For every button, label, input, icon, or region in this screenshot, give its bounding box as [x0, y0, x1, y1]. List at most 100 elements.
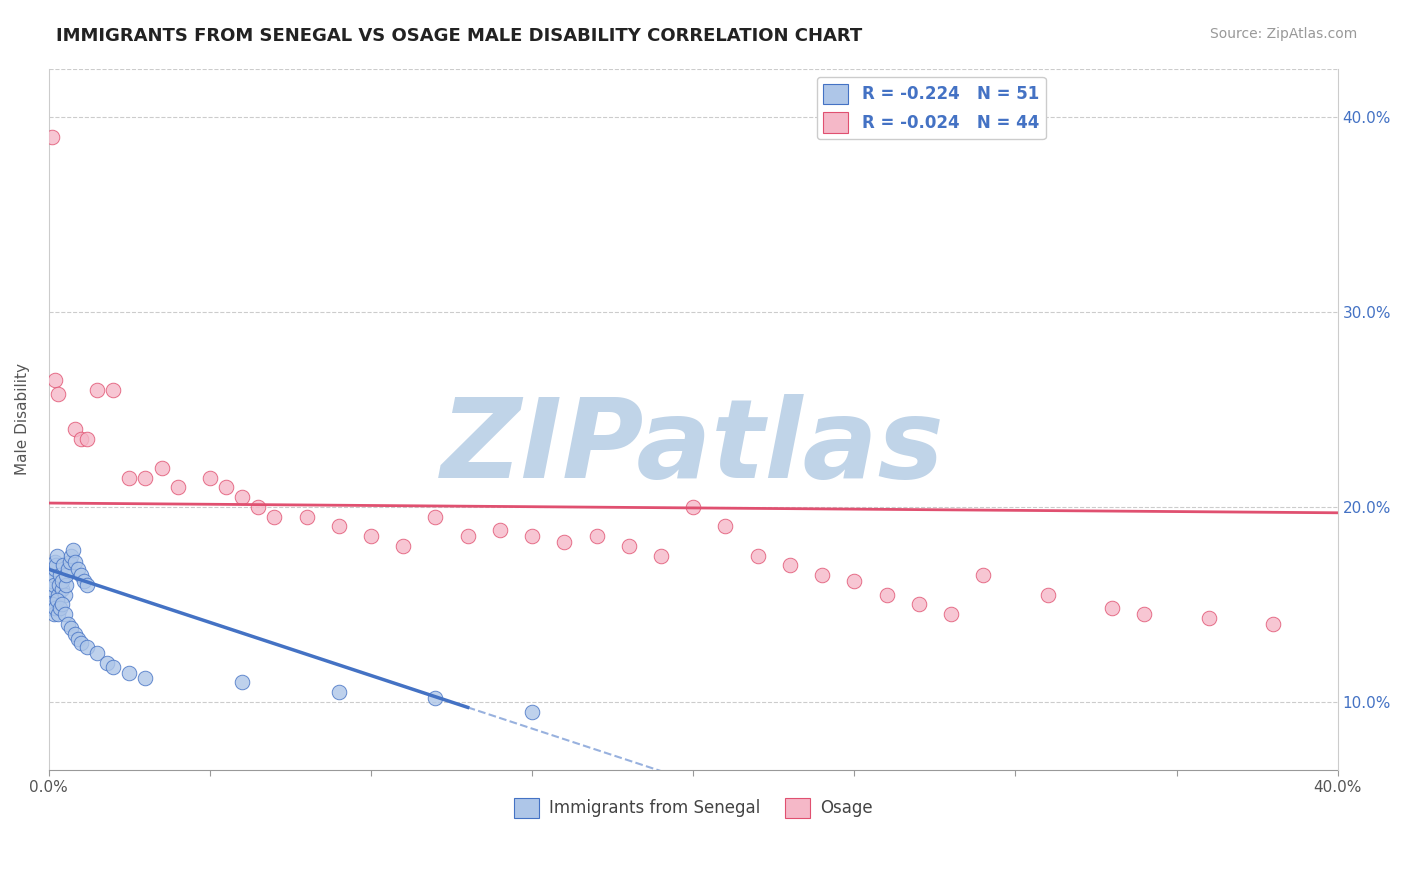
- Point: [1198, 611, 1220, 625]
- Point: [63, 626, 86, 640]
- Point: [42, 578, 65, 592]
- Point: [41, 568, 63, 582]
- Point: [51, 574, 73, 588]
- Point: [939, 607, 962, 621]
- Point: [44, 373, 66, 387]
- Point: [96, 656, 118, 670]
- Point: [56, 562, 79, 576]
- Point: [1101, 601, 1123, 615]
- Point: [70, 568, 93, 582]
- Point: [150, 461, 173, 475]
- Point: [63, 554, 86, 568]
- Point: [59, 554, 82, 568]
- Point: [198, 471, 221, 485]
- Point: [41, 129, 63, 144]
- Point: [215, 480, 238, 494]
- Point: [360, 529, 382, 543]
- Point: [714, 519, 737, 533]
- Point: [70, 432, 93, 446]
- Point: [41, 598, 63, 612]
- Point: [231, 490, 253, 504]
- Point: [844, 574, 866, 588]
- Point: [425, 690, 447, 705]
- Point: [103, 659, 125, 673]
- Point: [51, 598, 73, 612]
- Point: [585, 529, 607, 543]
- Point: [247, 500, 270, 514]
- Point: [295, 509, 318, 524]
- Point: [45, 549, 67, 563]
- Point: [747, 549, 769, 563]
- Point: [53, 607, 76, 621]
- Point: [1263, 616, 1285, 631]
- Point: [45, 593, 67, 607]
- Point: [489, 524, 512, 538]
- Point: [49, 601, 72, 615]
- Point: [972, 568, 994, 582]
- Point: [48, 578, 70, 592]
- Text: ZIPatlas: ZIPatlas: [441, 393, 945, 500]
- Point: [76, 640, 98, 655]
- Point: [62, 542, 84, 557]
- Point: [41, 582, 63, 596]
- Point: [44, 601, 66, 615]
- Point: [55, 578, 77, 592]
- Point: [45, 558, 67, 573]
- Point: [1036, 588, 1059, 602]
- Point: [51, 582, 73, 596]
- Point: [328, 685, 350, 699]
- Text: IMMIGRANTS FROM SENEGAL VS OSAGE MALE DISABILITY CORRELATION CHART: IMMIGRANTS FROM SENEGAL VS OSAGE MALE DI…: [56, 27, 862, 45]
- Point: [73, 574, 96, 588]
- Point: [166, 480, 188, 494]
- Point: [134, 672, 156, 686]
- Point: [328, 519, 350, 533]
- Point: [86, 646, 108, 660]
- Point: [392, 539, 415, 553]
- Point: [63, 422, 86, 436]
- Point: [52, 558, 75, 573]
- Y-axis label: Male Disability: Male Disability: [15, 363, 30, 475]
- Point: [617, 539, 640, 553]
- Point: [650, 549, 672, 563]
- Point: [103, 383, 125, 397]
- Point: [41, 574, 63, 588]
- Legend: Immigrants from Senegal, Osage: Immigrants from Senegal, Osage: [508, 791, 879, 825]
- Point: [118, 665, 141, 680]
- Point: [66, 632, 89, 647]
- Point: [70, 636, 93, 650]
- Point: [907, 598, 929, 612]
- Point: [76, 432, 98, 446]
- Point: [56, 616, 79, 631]
- Point: [118, 471, 141, 485]
- Point: [76, 578, 98, 592]
- Point: [457, 529, 479, 543]
- Point: [66, 562, 89, 576]
- Point: [811, 568, 834, 582]
- Point: [39, 588, 62, 602]
- Point: [48, 588, 70, 602]
- Text: Source: ZipAtlas.com: Source: ZipAtlas.com: [1209, 27, 1357, 41]
- Point: [49, 568, 72, 582]
- Point: [520, 705, 543, 719]
- Point: [48, 387, 70, 401]
- Point: [553, 535, 575, 549]
- Point: [42, 607, 65, 621]
- Point: [134, 471, 156, 485]
- Point: [231, 675, 253, 690]
- Point: [44, 554, 66, 568]
- Point: [1133, 607, 1156, 621]
- Point: [86, 383, 108, 397]
- Point: [55, 568, 77, 582]
- Point: [779, 558, 801, 573]
- Point: [682, 500, 704, 514]
- Point: [60, 621, 83, 635]
- Point: [53, 588, 76, 602]
- Point: [48, 607, 70, 621]
- Point: [263, 509, 285, 524]
- Point: [876, 588, 898, 602]
- Point: [520, 529, 543, 543]
- Point: [39, 601, 62, 615]
- Point: [44, 562, 66, 576]
- Point: [425, 509, 447, 524]
- Point: [60, 549, 83, 563]
